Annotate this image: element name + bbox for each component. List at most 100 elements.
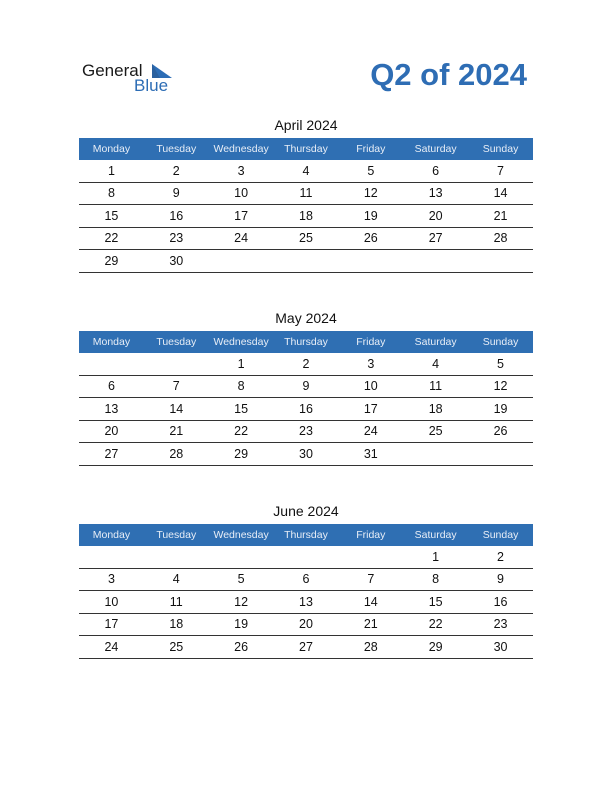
- weekday: Tuesday: [143, 138, 209, 160]
- day: 25: [403, 420, 469, 443]
- day: 10: [338, 375, 404, 398]
- day: 12: [338, 182, 404, 205]
- weekday: Saturday: [403, 331, 469, 353]
- day: 27: [403, 227, 469, 250]
- day: 7: [143, 375, 209, 398]
- weekday: Thursday: [273, 138, 339, 160]
- empty-cell: [143, 353, 209, 376]
- day: 8: [403, 568, 469, 591]
- day: 9: [273, 375, 339, 398]
- day: 19: [468, 397, 533, 421]
- weekday: Friday: [338, 331, 404, 353]
- day: 20: [403, 204, 469, 228]
- day: 18: [403, 397, 469, 421]
- day: 27: [79, 442, 144, 466]
- day: 13: [273, 590, 339, 614]
- day: 15: [403, 590, 469, 614]
- day: 4: [143, 568, 209, 591]
- week-row: 22 23 24 25 26 27 28: [79, 227, 533, 250]
- weekday: Saturday: [403, 524, 469, 546]
- day: 14: [143, 397, 209, 421]
- logo: General Blue: [82, 58, 182, 98]
- day: 3: [338, 353, 404, 376]
- empty-cell: [143, 546, 209, 569]
- day: 19: [208, 613, 274, 636]
- weekday: Sunday: [468, 331, 533, 353]
- day: 12: [208, 590, 274, 614]
- day: 4: [403, 353, 469, 376]
- day: 6: [403, 160, 469, 183]
- day: 24: [208, 227, 274, 250]
- day: 17: [338, 397, 404, 421]
- empty-cell: [403, 442, 469, 466]
- day: 4: [273, 160, 339, 183]
- day: 8: [208, 375, 274, 398]
- day: 31: [338, 442, 404, 466]
- logo-text: Blue: [134, 76, 169, 95]
- weekday: Wednesday: [208, 138, 274, 160]
- weekday: Friday: [338, 524, 404, 546]
- day: 7: [468, 160, 533, 183]
- empty-cell: [403, 249, 469, 273]
- logo-text: General: [82, 61, 143, 80]
- day: 25: [273, 227, 339, 250]
- day: 19: [338, 204, 404, 228]
- day: 25: [143, 635, 209, 659]
- day: 20: [273, 613, 339, 636]
- day: 26: [208, 635, 274, 659]
- weekday: Wednesday: [208, 331, 274, 353]
- month: May 2024 Monday Tuesday Wednesday Thursday Fr…: [79, 309, 533, 466]
- day: 17: [208, 204, 274, 228]
- day: 30: [143, 249, 209, 273]
- day: 5: [468, 353, 533, 376]
- weekday: Saturday: [403, 138, 469, 160]
- month: June 2024 Monday Tuesday Wednesday Thursday F…: [79, 502, 533, 659]
- day: 5: [208, 568, 274, 591]
- day: 29: [79, 249, 144, 273]
- day: 26: [338, 227, 404, 250]
- day: 12: [468, 375, 533, 398]
- day: 17: [79, 613, 144, 636]
- day: 23: [273, 420, 339, 443]
- empty-cell: [273, 249, 339, 273]
- day: 6: [273, 568, 339, 591]
- week-row: 29 30: [79, 249, 533, 273]
- day: 8: [79, 182, 144, 205]
- day: 30: [273, 442, 339, 466]
- week-row: 20 21 22 23 24 25 26: [79, 420, 533, 443]
- header-row: Monday Tuesday Wednesday Thursday Friday Satu…: [79, 138, 533, 160]
- day: 3: [79, 568, 144, 591]
- day: 11: [403, 375, 469, 398]
- day: 23: [468, 613, 533, 636]
- month-table: Monday Tuesday Wednesday Thursday Friday Satu…: [79, 524, 533, 659]
- day: 16: [273, 397, 339, 421]
- empty-cell: [79, 546, 144, 569]
- page-title: Q2 of 2024: [370, 57, 527, 92]
- month-title: April 2024: [274, 117, 338, 133]
- day: 28: [468, 227, 533, 250]
- day: 13: [79, 397, 144, 421]
- week-row: 10 11 12 13 14 15 16: [79, 590, 533, 614]
- weekday: Sunday: [468, 138, 533, 160]
- day: 2: [468, 546, 533, 569]
- weekday: Monday: [79, 331, 144, 353]
- day: 21: [468, 204, 533, 228]
- day: 16: [143, 204, 209, 228]
- day: 22: [208, 420, 274, 443]
- day: 9: [143, 182, 209, 205]
- weekday: Wednesday: [208, 524, 274, 546]
- day: 1: [403, 546, 469, 569]
- day: 13: [403, 182, 469, 205]
- month-table: Monday Tuesday Wednesday Thursday Friday Satu…: [79, 138, 533, 273]
- day: 23: [143, 227, 209, 250]
- day: 22: [403, 613, 469, 636]
- empty-cell: [79, 353, 144, 376]
- day: 15: [208, 397, 274, 421]
- day: 5: [338, 160, 404, 183]
- day: 15: [79, 204, 144, 228]
- month-table: Monday Tuesday Wednesday Thursday Friday Satu…: [79, 331, 533, 466]
- day: 21: [143, 420, 209, 443]
- week-row: 27 28 29 30 31: [79, 442, 533, 466]
